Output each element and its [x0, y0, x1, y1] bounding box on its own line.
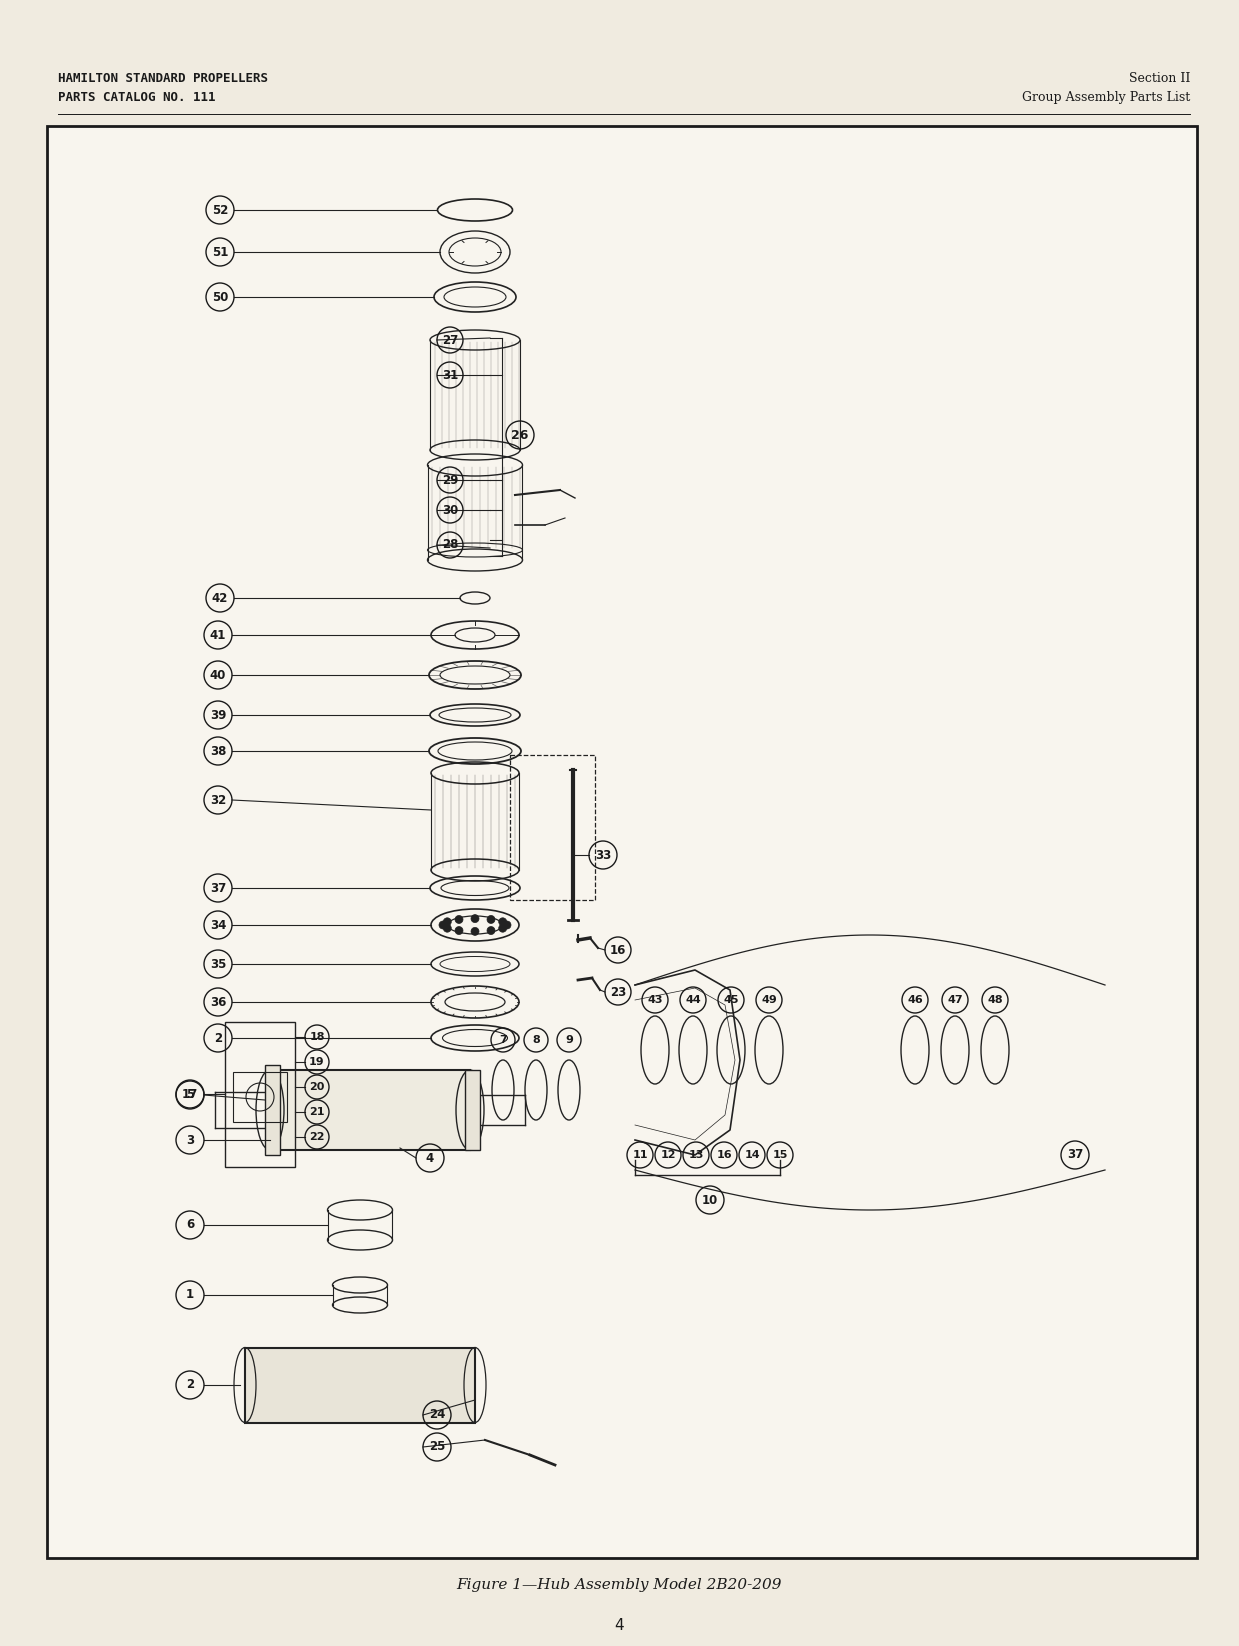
Text: 4: 4 [426, 1152, 434, 1164]
Text: 14: 14 [745, 1151, 760, 1160]
Text: 19: 19 [310, 1057, 325, 1067]
Text: 24: 24 [429, 1409, 445, 1422]
Text: 9: 9 [565, 1035, 572, 1045]
Text: Figure 1—Hub Assembly Model 2B20-209: Figure 1—Hub Assembly Model 2B20-209 [456, 1579, 782, 1592]
Text: 37: 37 [1067, 1149, 1083, 1162]
Bar [245, 1348, 475, 1424]
Text: 29: 29 [442, 474, 458, 487]
Text: 2: 2 [186, 1378, 195, 1391]
Text: 46: 46 [907, 994, 923, 1006]
Text: 13: 13 [689, 1151, 704, 1160]
Text: 7: 7 [499, 1035, 507, 1045]
Text: 15: 15 [772, 1151, 788, 1160]
Text: 42: 42 [212, 591, 228, 604]
Text: 11: 11 [632, 1151, 648, 1160]
Text: 41: 41 [209, 629, 227, 642]
Text: 51: 51 [212, 245, 228, 258]
Bar [465, 1070, 479, 1151]
Text: Section II: Section II [1129, 72, 1189, 86]
Text: 32: 32 [209, 793, 227, 807]
Text: 50: 50 [212, 290, 228, 303]
Text: 33: 33 [595, 848, 611, 861]
Text: 39: 39 [209, 708, 227, 721]
Bar [510, 756, 595, 900]
Circle shape [455, 915, 463, 923]
Text: 22: 22 [310, 1132, 325, 1142]
Text: 1: 1 [186, 1289, 195, 1302]
Text: 18: 18 [310, 1032, 325, 1042]
Text: 23: 23 [610, 986, 626, 999]
Circle shape [439, 922, 447, 928]
Text: 52: 52 [212, 204, 228, 217]
Bar [47, 127, 1197, 1559]
Text: 16: 16 [610, 943, 626, 956]
Text: 38: 38 [209, 744, 227, 757]
Text: 10: 10 [701, 1193, 719, 1207]
Text: Group Assembly Parts List: Group Assembly Parts List [1022, 91, 1189, 104]
Text: 35: 35 [209, 958, 227, 971]
Text: 25: 25 [429, 1440, 445, 1453]
Circle shape [444, 923, 451, 932]
Text: 36: 36 [209, 996, 227, 1009]
Text: 3: 3 [186, 1134, 195, 1147]
Text: 28: 28 [442, 538, 458, 551]
Text: 40: 40 [209, 668, 227, 681]
Text: 34: 34 [209, 918, 227, 932]
Text: 4: 4 [615, 1618, 623, 1633]
Text: 16: 16 [716, 1151, 732, 1160]
Text: 44: 44 [685, 994, 701, 1006]
Text: 30: 30 [442, 504, 458, 517]
Circle shape [444, 918, 451, 925]
Bar [265, 1065, 280, 1155]
Circle shape [471, 927, 479, 935]
Text: 37: 37 [209, 882, 227, 894]
Text: 20: 20 [310, 1081, 325, 1091]
Circle shape [487, 927, 496, 935]
Bar [233, 1072, 287, 1123]
Bar [270, 1070, 470, 1151]
Text: HAMILTON STANDARD PROPELLERS: HAMILTON STANDARD PROPELLERS [58, 72, 268, 86]
Circle shape [487, 915, 496, 923]
Text: 31: 31 [442, 369, 458, 382]
Text: PARTS CATALOG NO. 111: PARTS CATALOG NO. 111 [58, 91, 216, 104]
Text: 45: 45 [724, 994, 738, 1006]
Text: 48: 48 [987, 994, 1002, 1006]
Circle shape [455, 927, 463, 935]
Bar [225, 1022, 295, 1167]
Text: 6: 6 [186, 1218, 195, 1231]
Text: 21: 21 [310, 1108, 325, 1118]
Text: 26: 26 [512, 428, 529, 441]
Text: 43: 43 [647, 994, 663, 1006]
Circle shape [471, 915, 479, 923]
Circle shape [499, 918, 507, 925]
Text: 17: 17 [182, 1088, 198, 1101]
Text: 8: 8 [532, 1035, 540, 1045]
Text: 47: 47 [947, 994, 963, 1006]
Circle shape [503, 922, 510, 928]
Text: 27: 27 [442, 334, 458, 347]
Text: 12: 12 [660, 1151, 675, 1160]
Text: 5: 5 [186, 1088, 195, 1101]
Text: 2: 2 [214, 1032, 222, 1045]
Circle shape [499, 923, 507, 932]
Text: 49: 49 [761, 994, 777, 1006]
